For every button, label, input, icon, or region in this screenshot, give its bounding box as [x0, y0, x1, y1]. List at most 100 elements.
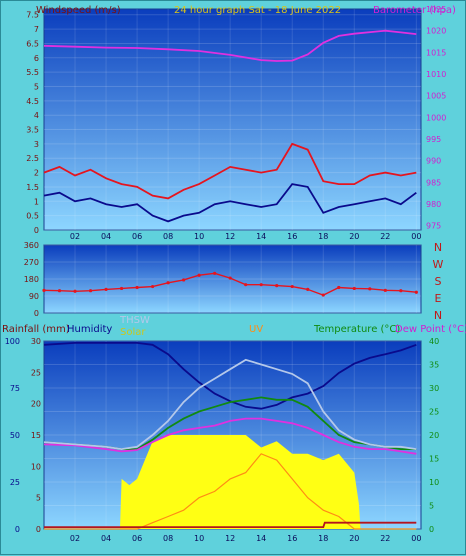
- y-tick-label: 30: [31, 337, 41, 346]
- series-line: [43, 183, 417, 223]
- x-tick-label: 16: [287, 534, 297, 543]
- barometer-label: Barometer (hpa): [373, 5, 456, 16]
- y-tick-label: 20: [31, 400, 41, 409]
- y-tick-label: 4.5: [26, 97, 39, 106]
- wind-speed-label: Windspeed (m/s): [36, 5, 121, 16]
- direction-y-ticks: 0 90 180 270 360: [24, 241, 39, 318]
- thsw-label: THSW: [119, 315, 150, 326]
- direction-series: [42, 271, 418, 297]
- y-tick-label: 1.5: [26, 183, 39, 192]
- dew-point-line: [43, 417, 417, 455]
- y-tick-label: 1015: [426, 48, 446, 57]
- y-tick-label: 1000: [426, 113, 446, 122]
- y-tick-label: 90: [29, 292, 39, 301]
- y-tick-label: 7.5: [26, 11, 39, 20]
- series-line: [43, 272, 417, 296]
- y-tick-label: 3: [34, 140, 39, 149]
- x-tick-label: 00: [411, 232, 421, 241]
- x-tick-label: 04: [101, 232, 111, 241]
- temperature-series: [43, 342, 417, 530]
- thsw-line: [43, 358, 417, 451]
- y-tick-label: 2.5: [26, 154, 39, 163]
- y-tick-label: 990: [426, 157, 441, 166]
- x-tick-label: 12: [225, 232, 235, 241]
- y-tick-label: 0: [34, 309, 39, 318]
- y-tick-label: 180: [24, 275, 39, 284]
- y-tick-label: 5: [34, 82, 39, 91]
- compass-label: N: [434, 241, 442, 254]
- x-tick-label: 02: [70, 534, 80, 543]
- y-tick-label: 75: [10, 384, 20, 393]
- y-tick-label: 5: [429, 502, 434, 511]
- y-tick-label: 1025: [426, 5, 446, 14]
- y-tick-label: 5.5: [26, 68, 39, 77]
- y-tick-label: 25: [10, 478, 20, 487]
- uv-label: UV: [249, 324, 263, 335]
- wind-grid: [44, 9, 421, 231]
- y-tick-label: 360: [24, 241, 39, 250]
- y-tick-label: 10: [429, 478, 439, 487]
- temperature-label: Temperature (°C): [313, 324, 400, 335]
- humidity-line: [43, 342, 417, 410]
- y-tick-label: 980: [426, 200, 441, 209]
- temperature-x-ticks: 02 04 06 08 10 12 14 16 18 20 22 00: [70, 534, 422, 543]
- x-tick-label: 06: [132, 534, 142, 543]
- y-tick-label: 270: [24, 258, 39, 267]
- y-tick-label: 1: [34, 197, 39, 206]
- dew-point-label: Dew Point (°C): [395, 324, 466, 335]
- compass-label: E: [435, 292, 442, 305]
- y-tick-label: 975: [426, 222, 441, 231]
- y-tick-label: 30: [429, 384, 439, 393]
- y-tick-label: 50: [10, 431, 20, 440]
- x-tick-label: 20: [349, 534, 359, 543]
- temperature-y-ticks: 0 5 10 15 20 25 30 35 40 0 25 50 75 100 0 5 10 15 20 25 30: [5, 337, 439, 534]
- x-tick-label: 10: [194, 232, 204, 241]
- barometer-y-ticks: 975 980 985 990 995 1000 1005 1010 1015 1020 1025: [426, 5, 446, 231]
- y-tick-label: 1020: [426, 27, 446, 36]
- y-tick-label: 20: [429, 431, 439, 440]
- x-tick-label: 00: [411, 534, 421, 543]
- x-tick-label: 20: [349, 232, 359, 241]
- series-line: [43, 142, 417, 200]
- y-tick-label: 1005: [426, 92, 446, 101]
- chart-title: 24 hour graph Sat - 18 June 2022: [174, 5, 341, 16]
- y-tick-label: 0: [15, 525, 20, 534]
- wind-y-ticks: 0 0.5 1 1.5 2 2.5 3 3.5 4 4.5 5 5.5 6 6.5 7 7.5: [26, 11, 39, 235]
- compass-label: N: [434, 309, 442, 322]
- humidity-label: Humidity: [67, 324, 112, 335]
- solar-area: [44, 435, 417, 529]
- direction-point: [414, 290, 418, 294]
- wind-x-ticks: 02 04 06 08 10 12 14 16 18 20 22 00: [70, 232, 422, 241]
- wind-series: [43, 29, 417, 223]
- x-tick-label: 12: [225, 534, 235, 543]
- y-tick-label: 6: [34, 54, 39, 63]
- y-tick-label: 7: [34, 25, 39, 34]
- y-tick-label: 35: [429, 361, 439, 370]
- y-tick-label: 4: [34, 111, 39, 120]
- y-tick-label: 0: [429, 525, 434, 534]
- y-tick-label: 985: [426, 178, 441, 187]
- y-tick-label: 100: [5, 337, 20, 346]
- y-tick-label: 10: [31, 462, 41, 471]
- y-tick-label: 25: [429, 408, 439, 417]
- x-tick-label: 22: [380, 232, 390, 241]
- x-tick-label: 22: [380, 534, 390, 543]
- x-tick-label: 10: [194, 534, 204, 543]
- rainfall-line: [44, 521, 417, 528]
- y-tick-label: 25: [31, 368, 41, 377]
- x-tick-label: 08: [163, 534, 173, 543]
- temperature-line: [43, 396, 417, 450]
- y-tick-label: 15: [429, 455, 439, 464]
- compass-label: S: [435, 275, 442, 288]
- wind-plot-area: [43, 8, 422, 231]
- x-tick-label: 14: [256, 534, 266, 543]
- rainfall-label: Rainfall (mm): [2, 324, 70, 335]
- y-tick-label: 995: [426, 135, 441, 144]
- y-tick-label: 2: [34, 169, 39, 178]
- y-tick-label: 40: [429, 337, 439, 346]
- series-line: [43, 29, 417, 62]
- x-tick-label: 18: [318, 534, 328, 543]
- y-tick-label: 0.5: [26, 212, 39, 221]
